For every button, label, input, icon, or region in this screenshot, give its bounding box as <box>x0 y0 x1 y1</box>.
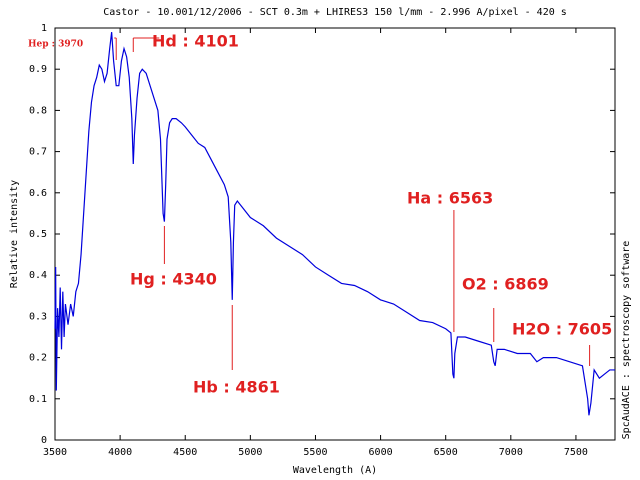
chart-title: Castor - 10.001/12/2006 - SCT 0.3m + LHI… <box>103 7 567 18</box>
y-tick-label: 0.6 <box>29 188 47 199</box>
annotation-label: Hb : 4861 <box>193 378 280 397</box>
x-axis-label: Wavelength (A) <box>293 465 377 476</box>
x-tick-label: 6500 <box>434 447 458 458</box>
x-tick-label: 7000 <box>499 447 523 458</box>
annotation-label: Hd : 4101 <box>152 32 239 51</box>
x-tick-label: 7500 <box>564 447 588 458</box>
y-tick-label: 0.1 <box>29 394 47 405</box>
y-tick-label: 0.7 <box>29 147 47 158</box>
x-tick-label: 5000 <box>238 447 262 458</box>
y-axis-label: Relative intensity <box>9 180 20 288</box>
y-tick-label: 0 <box>41 435 47 446</box>
x-tick-label: 3500 <box>43 447 67 458</box>
y-tick-label: 0.3 <box>29 311 47 322</box>
annotation-label: Hep : 3970 <box>28 40 83 50</box>
x-tick-label: 4000 <box>108 447 132 458</box>
y-tick-label: 0.4 <box>29 270 47 281</box>
y-tick-label: 0.5 <box>29 229 47 240</box>
annotation-label: Ha : 6563 <box>407 189 493 208</box>
y-tick-label: 0.9 <box>29 64 47 75</box>
y-tick-label: 0.2 <box>29 353 47 364</box>
x-tick-label: 6000 <box>369 447 393 458</box>
annotation-label: Hg : 4340 <box>130 270 217 289</box>
plot-frame <box>54 27 616 441</box>
side-note: SpcAudACE : spectroscopy software <box>621 241 632 440</box>
annotation-label: H2O : 7605 <box>512 320 612 339</box>
annotation-label: O2 : 6869 <box>462 275 549 294</box>
spectrum-line <box>54 32 615 416</box>
x-tick-label: 5500 <box>303 447 327 458</box>
y-tick-label: 0.8 <box>29 105 47 116</box>
y-tick-label: 1 <box>41 23 47 34</box>
x-tick-label: 4500 <box>173 447 197 458</box>
